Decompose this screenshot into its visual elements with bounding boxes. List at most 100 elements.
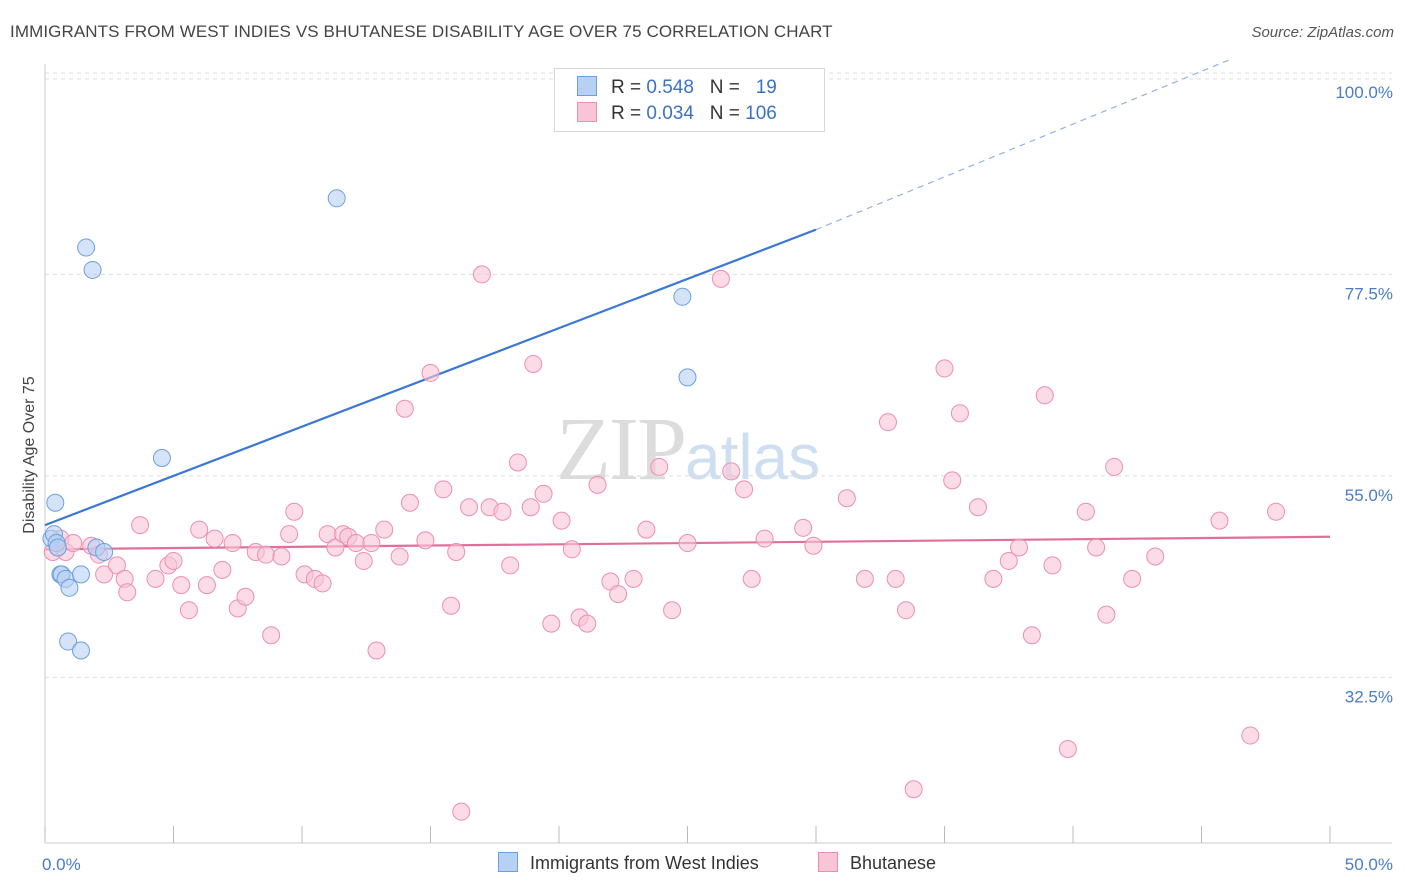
bhutanese-point [280,525,299,544]
bhutanese-point [442,596,461,615]
legend-r-value: 0.548 [646,77,694,98]
west-indies-point [673,287,692,306]
bhutanese-point [804,536,823,555]
bhutanese-point [878,413,897,432]
bhutanese-point [578,614,597,633]
bhutanese-point [1022,626,1041,645]
legend-r-label: R = [611,77,642,98]
bhutanese-point [1076,502,1095,521]
west-indies-point [48,538,67,557]
bhutanese-point [984,569,1003,588]
bhutanese-point [64,534,83,553]
bhutanese-point [637,520,656,539]
bhutanese-point [146,569,165,588]
bhutanese-point [362,534,381,553]
watermark: ZIPatlas [556,398,820,501]
bhutanese-point [1105,457,1124,476]
bhutanese-point [326,538,345,557]
y-tick-label: 100.0% [1335,83,1393,102]
bottom-legend-swatch-pink [818,852,838,872]
bhutanese-point [742,569,761,588]
bhutanese-point [164,551,183,570]
bhutanese-point [313,574,332,593]
bottom-legend-west-indies: Immigrants from West Indies [498,852,759,874]
bhutanese-point [1058,739,1077,758]
bhutanese-point [1241,726,1260,745]
bhutanese-point [999,551,1018,570]
bhutanese-point [542,614,561,633]
legend-n-value: 19 [755,77,777,98]
bhutanese-point [524,354,543,373]
bhutanese-point [131,516,150,535]
west-indies-points [42,189,697,660]
bhutanese-point [223,534,242,553]
west-indies-trend-extension [815,58,1233,231]
bhutanese-point [213,560,232,579]
bhutanese-point [588,475,607,494]
bhutanese-point [272,547,291,566]
bhutanese-point [95,565,114,584]
bhutanese-point [375,520,394,539]
west-indies-point [77,238,96,257]
bhutanese-point [1097,605,1116,624]
bhutanese-point [1035,386,1054,405]
bottom-legend-bhutanese: Bhutanese [818,852,936,874]
legend-r-value: 0.034 [646,103,694,124]
west-indies-point [83,260,102,279]
bhutanese-point [1087,538,1106,557]
legend-n-label: N = [709,77,740,98]
west-indies-point [46,493,65,512]
west-indies-point [327,189,346,208]
watermark-zip: ZIP [556,400,687,499]
bhutanese-point [493,502,512,521]
bhutanese-point [935,359,954,378]
bhutanese-points [43,265,1286,821]
x-tick-label: 50.0% [1345,855,1393,874]
bhutanese-point [562,540,581,559]
bhutanese-point [711,269,730,288]
legend-n-label: N = [709,103,740,124]
bhutanese-point [534,484,553,503]
y-tick-label: 55.0% [1345,486,1393,505]
legend-swatch-pink [577,102,597,122]
bhutanese-point [1267,502,1286,521]
bhutanese-point [460,498,479,517]
legend-n-value: 106 [745,103,777,124]
bhutanese-point [735,480,754,499]
west-indies-point [59,632,78,651]
bhutanese-point [624,569,643,588]
axes [44,64,1392,844]
bhutanese-point [794,518,813,537]
bhutanese-point [172,576,191,595]
bhutanese-point [118,583,137,602]
watermark-atlas: atlas [685,421,821,493]
bhutanese-point [452,802,471,821]
gridlines [45,72,1392,678]
bhutanese-point [257,545,276,564]
bhutanese-point [943,471,962,490]
bhutanese-point [1210,511,1229,530]
bhutanese-point [390,547,409,566]
bhutanese-point [755,529,774,548]
bhutanese-point [285,502,304,521]
west-indies-point [95,542,114,561]
bhutanese-point [521,498,540,517]
y-axis-label: Disability Age Over 75 [21,376,38,534]
west-indies-point [152,448,171,467]
bhutanese-point [886,569,905,588]
bhutanese-point [722,462,741,481]
bhutanese-point [1123,569,1142,588]
y-tick-label: 32.5% [1345,687,1393,706]
west-indies-point [678,368,697,387]
bhutanese-point [950,404,969,423]
bhutanese-point [650,457,669,476]
bhutanese-point [416,531,435,550]
west-indies-point [71,565,90,584]
bhutanese-point [190,520,209,539]
bhutanese-point [179,601,198,620]
bhutanese-point [1010,538,1029,557]
y-tick-label: 77.5% [1345,284,1393,303]
bhutanese-point [400,493,419,512]
bhutanese-point [678,534,697,553]
